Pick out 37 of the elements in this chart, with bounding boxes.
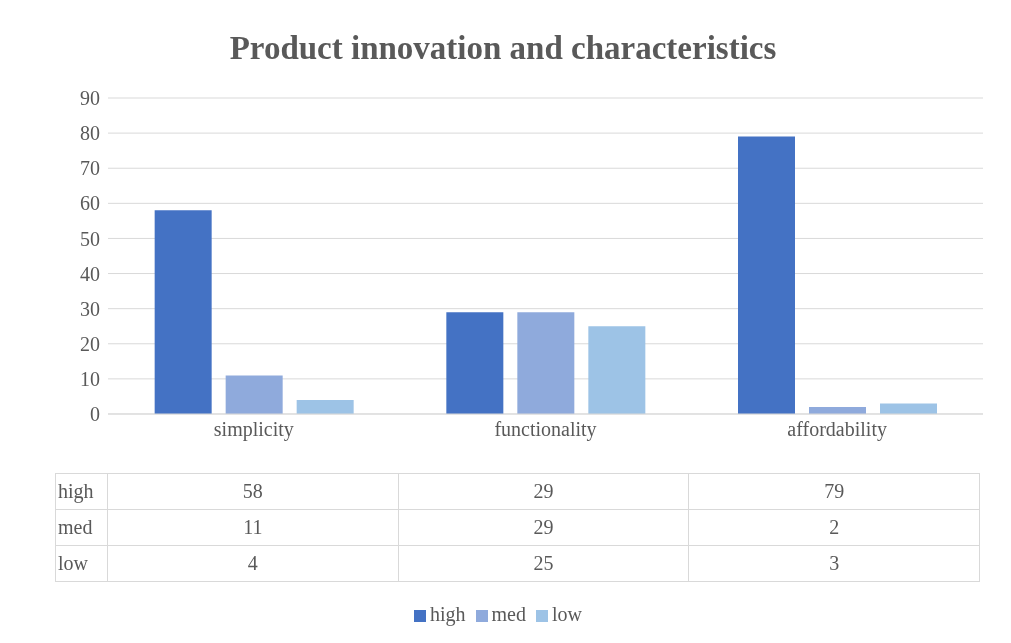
data-label: 25 — [398, 545, 689, 582]
bar — [738, 136, 795, 414]
x-tick-label: simplicity — [213, 418, 294, 442]
x-tick-label: functionality — [494, 418, 597, 442]
y-tick-label: 70 — [80, 157, 100, 180]
text: high — [58, 480, 94, 502]
bar — [154, 210, 212, 414]
y-tick-label: 90 — [80, 87, 100, 110]
data-label: 29 — [398, 509, 689, 546]
y-tick-label: 80 — [80, 122, 100, 145]
bar — [446, 312, 504, 414]
data-label: 11 — [107, 509, 399, 546]
data-label: 79 — [688, 473, 980, 510]
data-label: 58 — [107, 473, 399, 510]
y-tick-label: 30 — [80, 297, 100, 320]
y-tick-label: 60 — [80, 192, 100, 215]
data-label: 3 — [688, 545, 980, 582]
x-tick-label: affordability — [787, 418, 887, 442]
bar — [517, 312, 575, 414]
legend-label: high — [430, 603, 466, 625]
y-tick-label: 0 — [90, 403, 100, 426]
bar — [588, 326, 646, 414]
bar — [296, 399, 354, 414]
legend-label: med — [491, 603, 526, 625]
text: med — [58, 516, 93, 538]
data-label: 29 — [398, 473, 689, 510]
y-tick-label: 20 — [80, 332, 100, 355]
y-tick-label: 50 — [80, 227, 100, 250]
bar — [880, 403, 937, 414]
data-label: 4 — [107, 545, 399, 582]
chart-title: Product innovation and characteristics — [228, 30, 778, 67]
text: low — [58, 552, 88, 574]
y-tick-label: 40 — [80, 262, 100, 285]
y-tick-label: 10 — [80, 367, 100, 390]
data-label: 2 — [688, 509, 980, 546]
legend-label: low — [552, 603, 582, 625]
bar — [225, 375, 283, 414]
